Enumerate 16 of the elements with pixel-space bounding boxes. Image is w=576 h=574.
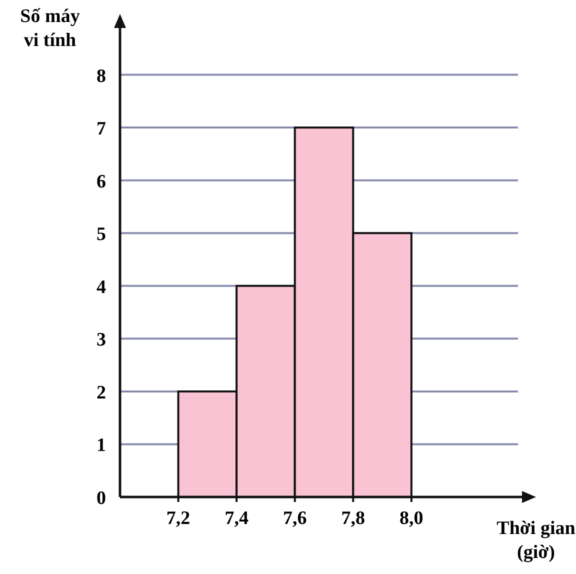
y-tick-label: 8	[96, 66, 106, 87]
x-tick-label: 7,4	[224, 508, 249, 529]
x-axis-title: Thời gian (giờ)	[496, 518, 576, 563]
y-tick-label: 7	[96, 118, 106, 140]
x-tick-label: 7,8	[341, 508, 366, 529]
y-tick-label: 4	[96, 276, 106, 298]
x-tick-label: 7,2	[166, 508, 190, 529]
x-tick-label: 7,6	[282, 508, 307, 529]
y-tick-label: 6	[96, 171, 106, 192]
y-tick-label: 3	[96, 330, 106, 351]
y-axis-title: Số máy vi tính	[20, 6, 80, 51]
y-tick-label: 5	[96, 224, 106, 246]
y-tick-label: 1	[96, 435, 106, 456]
x-tick-label: 8,0	[400, 508, 424, 529]
y-tick-label: 2	[96, 382, 106, 404]
y-tick-label: 0	[96, 488, 106, 509]
